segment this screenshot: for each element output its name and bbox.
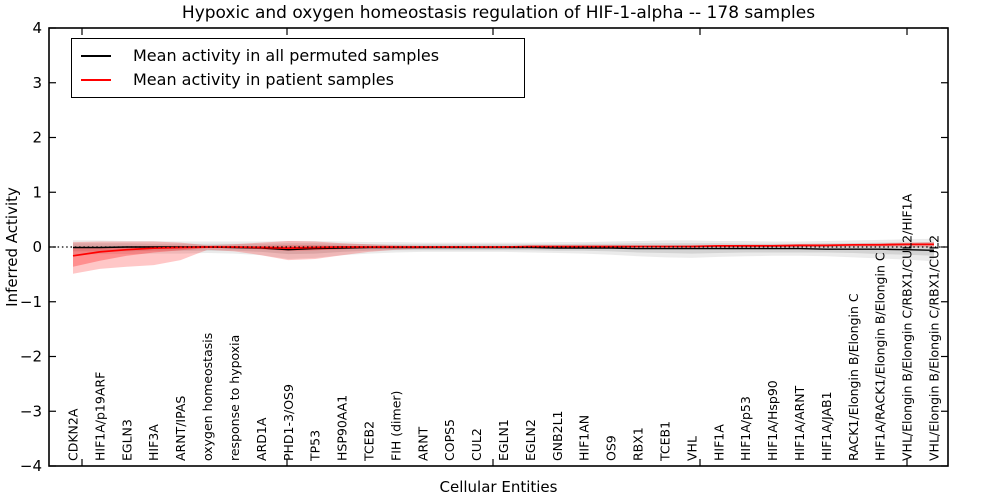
- x-category-label: TCEB1: [657, 421, 672, 462]
- x-category-label: CUL2: [469, 428, 484, 461]
- x-category-label: HSP90AA1: [335, 395, 350, 461]
- y-tick-label: −1: [20, 293, 42, 311]
- x-category-label: ARNT: [415, 426, 430, 461]
- legend-label: Mean activity in all permuted samples: [133, 45, 440, 65]
- x-category-label: ARD1A: [254, 417, 269, 461]
- x-category-label: HIF1A/RACK1/Elongin B/Elongin C: [873, 252, 888, 461]
- x-category-label: TP53: [308, 430, 323, 462]
- y-tick-label: −2: [20, 348, 42, 366]
- y-tick-label: 3: [32, 74, 42, 92]
- x-category-label: VHL/Elongin B/Elongin C/RBX1/CUL2/HIF1A: [900, 193, 915, 461]
- x-category-label: EGLN2: [523, 419, 538, 461]
- x-category-label: HIF1A/ARNT: [792, 385, 807, 461]
- mean-line-patient: [72, 243, 934, 257]
- x-category-label: response to hypoxia: [227, 335, 242, 461]
- x-category-label: COPS5: [442, 419, 457, 461]
- y-tick-label: 4: [32, 19, 42, 37]
- x-category-label: HIF1A/Hsp90: [765, 380, 780, 461]
- y-tick-label: 0: [32, 238, 42, 256]
- x-category-label: EGLN1: [496, 419, 511, 461]
- y-axis-label: Inferred Activity: [3, 187, 21, 307]
- y-tick-label: −3: [20, 402, 42, 420]
- legend-line-sample: [81, 54, 111, 57]
- x-category-label: RBX1: [631, 427, 646, 461]
- y-tick-label: −4: [20, 457, 42, 475]
- x-category-label: OS9: [604, 435, 619, 461]
- x-category-label: HIF1A: [711, 424, 726, 461]
- x-category-label: HIF1AN: [577, 415, 592, 461]
- x-category-label: FIH (dimer): [388, 391, 403, 461]
- x-category-label: HIF3A: [146, 424, 161, 461]
- legend-label: Mean activity in patient samples: [133, 70, 394, 90]
- x-category-label: PHD1-3/OS9: [281, 384, 296, 461]
- x-category-label: RACK1/Elongin B/Elongin C: [846, 293, 861, 461]
- x-category-label: GNB2L1: [550, 411, 565, 461]
- legend-line-sample: [81, 79, 111, 82]
- chart-title: Hypoxic and oxygen homeostasis regulatio…: [181, 3, 816, 23]
- x-category-label: ARNT/IPAS: [173, 396, 188, 461]
- x-category-label: HIF1A/p19ARF: [92, 372, 107, 461]
- y-tick-label: 2: [32, 129, 42, 147]
- x-category-label: HIF1A/p53: [738, 396, 753, 461]
- x-category-label: oxygen homeostasis: [200, 333, 215, 461]
- x-category-label: VHL: [684, 436, 699, 461]
- legend: Mean activity in all permuted samples Mea…: [71, 38, 525, 98]
- x-category-label: EGLN3: [119, 419, 134, 461]
- band-permuted-spread-outer: [73, 238, 934, 262]
- x-category-label: TCEB2: [361, 421, 376, 462]
- legend-item-patient: Mean activity in patient samples: [72, 72, 524, 88]
- x-category-label: HIF1A/JAB1: [819, 391, 834, 461]
- legend-item-permuted: Mean activity in all permuted samples: [72, 45, 524, 65]
- x-category-label: CDKN2A: [66, 408, 81, 461]
- x-axis-label: Cellular Entities: [439, 478, 558, 496]
- x-category-label: VHL/Elongin B/Elongin C/RBX1/CUL2: [927, 235, 942, 461]
- y-tick-label: 1: [32, 183, 42, 201]
